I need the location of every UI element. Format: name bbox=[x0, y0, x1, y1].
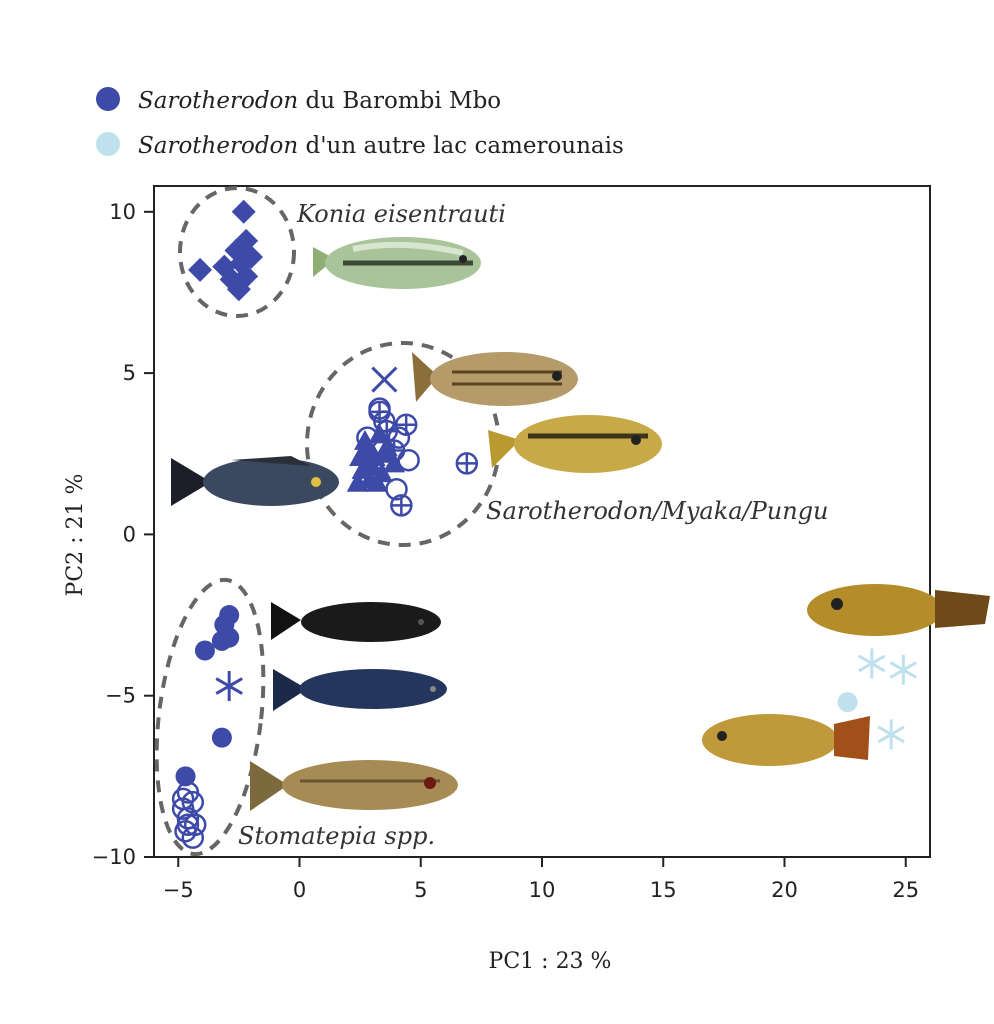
data-point-triangle bbox=[368, 423, 391, 444]
y-axis: −10 −5 0 5 10 bbox=[92, 200, 154, 869]
x-tick-label: 25 bbox=[892, 878, 919, 902]
data-point-circle-plus bbox=[455, 452, 479, 475]
legend-entry-other-lake: Sarotherodon d'un autre lac camerounais bbox=[138, 133, 624, 159]
data-point-x bbox=[371, 366, 398, 393]
fish-stomatepia-brown-image bbox=[250, 760, 458, 811]
data-point-open-circle bbox=[356, 426, 379, 449]
fish-sarotherodon-1-image bbox=[412, 352, 578, 406]
data-point-circle-plus bbox=[368, 400, 391, 424]
data-point-open-circle bbox=[397, 448, 420, 472]
data-point-triangle bbox=[356, 439, 379, 460]
data-point-open-circle bbox=[387, 426, 411, 449]
data-point-diamond bbox=[188, 257, 213, 282]
data-point-circle-plus bbox=[390, 494, 413, 517]
data-points bbox=[171, 199, 918, 849]
legend-text-other-lake: d'un autre lac camerounais bbox=[298, 133, 624, 159]
data-point-circle bbox=[194, 640, 215, 661]
data-point-triangle bbox=[361, 455, 384, 476]
group-label-sarotherodon: Sarotherodon/Myaka/Pungu bbox=[486, 497, 829, 525]
data-point-asterisk bbox=[215, 671, 243, 702]
y-tick-label: 10 bbox=[109, 200, 136, 224]
group-label-stomatepia: Stomatepia spp. bbox=[238, 822, 435, 850]
konia-ellipse bbox=[178, 186, 296, 318]
fish-konia-image bbox=[313, 237, 481, 289]
data-point-circle bbox=[211, 727, 232, 748]
legend-text-barombi: du Barombi Mbo bbox=[298, 88, 501, 114]
legend-genus-other-lake: Sarotherodon bbox=[138, 133, 298, 159]
data-point-diamond bbox=[226, 277, 251, 302]
data-point-open-circle bbox=[176, 813, 200, 836]
data-point-triangle bbox=[366, 471, 389, 492]
legend: Sarotherodon du Barombi Mbo Sarotherodon… bbox=[96, 87, 624, 159]
x-tick-label: 10 bbox=[529, 878, 556, 902]
data-point-asterisk bbox=[877, 719, 905, 750]
data-point-circle bbox=[175, 766, 196, 787]
fish-other-lake-1-image bbox=[807, 584, 990, 636]
fish-stomatepia-black-image bbox=[271, 602, 441, 642]
legend-genus-barombi: Sarotherodon bbox=[138, 88, 298, 114]
stomatepia-ellipse bbox=[154, 577, 266, 857]
y-tick-label: −10 bbox=[92, 845, 136, 869]
fish-other-lake-2-image bbox=[702, 714, 870, 766]
y-axis-title: PC2 : 21 % bbox=[63, 474, 88, 597]
x-axis: −5 0 5 10 15 20 25 bbox=[163, 857, 919, 902]
data-point-diamond bbox=[231, 199, 256, 224]
data-point-open-circle bbox=[171, 787, 195, 811]
data-point-circle-plus bbox=[394, 413, 418, 436]
y-tick-label: 0 bbox=[123, 522, 136, 546]
x-axis-title: PC1 : 23 % bbox=[489, 949, 612, 974]
y-tick-label: 5 bbox=[123, 361, 136, 385]
fish-illustrations bbox=[171, 237, 990, 811]
data-point-open-circle bbox=[181, 826, 205, 849]
data-point-asterisk bbox=[889, 654, 918, 685]
data-point-circle bbox=[837, 692, 858, 713]
fish-sarotherodon-2-image bbox=[488, 415, 662, 473]
x-tick-label: 0 bbox=[293, 878, 306, 902]
x-tick-label: 5 bbox=[414, 878, 427, 902]
legend-entry-barombi: Sarotherodon du Barombi Mbo bbox=[138, 88, 501, 114]
group-label-konia: Konia eisentrauti bbox=[296, 200, 506, 228]
legend-marker-other-lake bbox=[96, 132, 120, 156]
data-point-asterisk bbox=[858, 648, 886, 679]
x-tick-label: −5 bbox=[163, 878, 194, 902]
fish-dark-blue-image bbox=[171, 456, 339, 506]
legend-marker-barombi bbox=[96, 87, 120, 111]
y-tick-label: −5 bbox=[105, 684, 136, 708]
data-point-circle-plus bbox=[375, 419, 399, 443]
data-point-circle bbox=[211, 630, 232, 651]
fish-stomatepia-blue-image bbox=[273, 669, 447, 711]
group-ellipses bbox=[154, 186, 501, 857]
x-tick-label: 15 bbox=[650, 878, 677, 902]
data-point-circle-plus bbox=[382, 439, 406, 462]
data-point-open-circle bbox=[385, 477, 408, 501]
x-tick-label: 20 bbox=[771, 878, 798, 902]
